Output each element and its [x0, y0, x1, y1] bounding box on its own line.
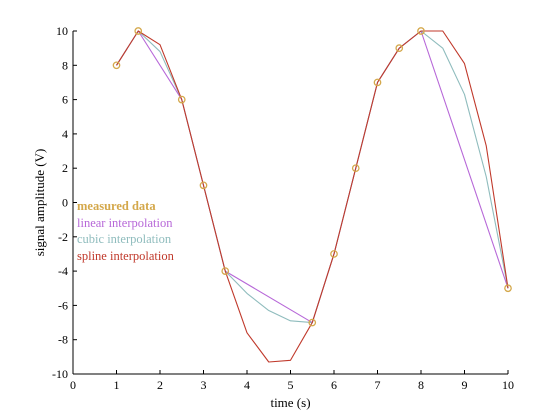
measured-data-point	[351, 164, 360, 173]
measured-data-point	[177, 95, 186, 104]
x-tick-label: 9	[462, 378, 468, 392]
y-tick-label: 2	[62, 161, 68, 175]
x-tick-label: 1	[114, 378, 120, 392]
x-tick-label: 8	[418, 378, 424, 392]
series-line-linear-interpolation	[116, 30, 509, 324]
legend-entry-linear-interpolation: linear interpolation	[77, 216, 173, 230]
measured-data-point	[221, 267, 230, 275]
y-tick-label: -6	[58, 298, 68, 312]
measured-data-point	[199, 181, 208, 190]
legend-entry-measured-data: measured data	[77, 199, 156, 213]
y-tick-label: 0	[62, 196, 68, 210]
y-axis-label: signal amplitude (V)	[32, 149, 47, 257]
x-tick-label: 10	[502, 378, 514, 392]
legend-entry-cubic-interpolation: cubic interpolation	[77, 232, 172, 246]
legend-entry-spline-interpolation: spline interpolation	[77, 249, 175, 263]
x-tick-label: 5	[288, 378, 294, 392]
legend: measured data linear interpolation cubic…	[77, 199, 175, 263]
y-tick-label: 6	[62, 93, 68, 107]
measured-data-point	[504, 284, 512, 293]
series-line-spline-interpolation	[116, 30, 509, 363]
y-tick-label: 10	[56, 24, 68, 38]
x-tick-label: 3	[201, 378, 207, 392]
measured-data-point	[417, 27, 425, 35]
y-tick-label: -8	[58, 333, 68, 347]
series-layer	[112, 27, 512, 363]
x-tick-label: 2	[157, 378, 163, 392]
measured-data-point	[308, 318, 317, 327]
measured-data-point	[134, 27, 143, 35]
x-tick-label: 6	[331, 378, 337, 392]
measured-data-point	[373, 78, 382, 87]
y-tick-label: 8	[62, 58, 68, 72]
y-tick-label: 4	[62, 127, 68, 141]
measured-data-point	[395, 44, 404, 53]
axes: 0 1 2 3 4 5 6 7 8 9 10 -10 -8 -6 -4 -2 0 2 4 6 8 10	[52, 24, 514, 392]
series-line-cubic-interpolation	[116, 30, 509, 324]
x-tick-label: 7	[375, 378, 381, 392]
y-tick-label: -2	[58, 230, 68, 244]
y-tick-label: -10	[52, 367, 68, 381]
x-axis-label: time (s)	[270, 395, 310, 410]
x-tick-label: 0	[70, 378, 76, 392]
y-tick-label: -4	[58, 264, 68, 278]
x-tick-label: 4	[244, 378, 250, 392]
measured-data-point	[112, 61, 121, 70]
measured-data-point	[330, 250, 338, 258]
